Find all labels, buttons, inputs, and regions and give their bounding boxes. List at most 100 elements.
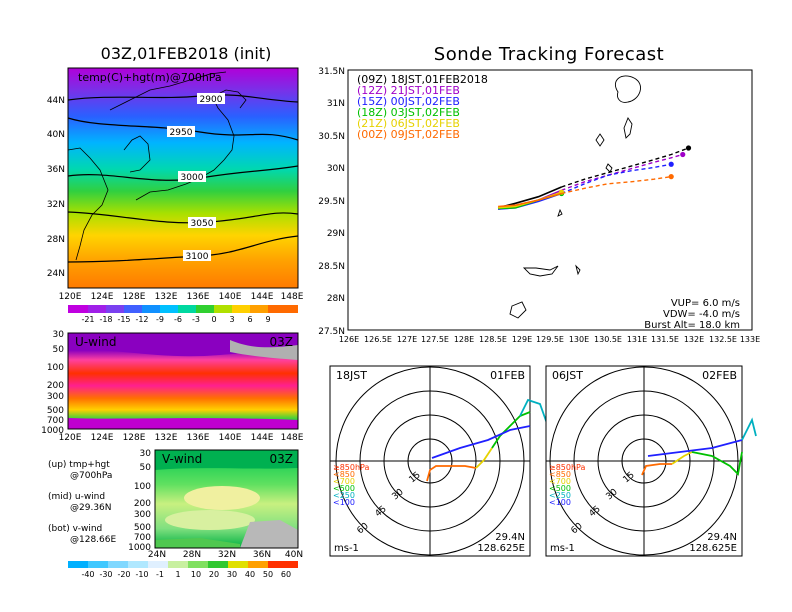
lon-tick: 127.5E: [421, 335, 449, 344]
track-series: [497, 145, 692, 210]
vdw-text: VDW= -4.0 m/s: [663, 309, 740, 320]
lon-tick: 126.5E: [364, 335, 392, 344]
note-line: @29.36N: [70, 503, 112, 513]
lat-tick: 29N: [327, 229, 345, 239]
lon-tick: 127E: [397, 335, 417, 344]
hodo-unit: ms-1: [550, 543, 575, 554]
colorbar-tick: -12: [135, 315, 148, 324]
colorbar-tick: -3: [192, 315, 200, 324]
temp-colorbar-labels: -21 -18 -15 -12 -9 -6 -3 0 3 6 9: [81, 315, 270, 324]
colorbar-tick: -40: [81, 570, 94, 579]
lat-tick: 30N: [327, 164, 345, 174]
lat-tick: 30.5N: [318, 132, 345, 142]
colorbar-tick: 9: [265, 315, 270, 324]
lat-tick: 32N: [47, 200, 65, 210]
hodo-time: 06JST: [552, 369, 583, 382]
contour-label: 3000: [181, 173, 204, 183]
lon-tick: 120E: [59, 292, 82, 302]
lon-tick: 129E: [512, 335, 532, 344]
track-plot: [347, 69, 753, 331]
uwind-panel: [67, 332, 299, 430]
hodo-lon: 128.625E: [477, 543, 525, 554]
lon-tick: 140E: [219, 433, 242, 443]
track-params: VUP= 6.0 m/s VDW= -4.0 m/s Burst Alt= 18…: [644, 298, 740, 331]
contour-label: 3100: [186, 252, 209, 262]
vwind-lat-ticks: 24N 28N 32N 36N 40N: [148, 550, 303, 560]
hodo-level-label: <250: [333, 491, 355, 500]
panel-notes: (up) tmp+hgt @700hPa (mid) u-wind @29.36…: [48, 460, 116, 545]
p-tick: 300: [134, 510, 151, 520]
track-endpoint: [668, 174, 674, 180]
p-tick: 100: [134, 482, 151, 492]
hodo-level-label: <250: [549, 491, 571, 500]
lon-tick: 148E: [281, 433, 304, 443]
p-tick: 1000: [128, 543, 151, 553]
track-line-forecast: [561, 147, 689, 188]
colorbar-tick: -6: [174, 315, 182, 324]
lat-tick: 40N: [47, 130, 65, 140]
p-tick: 700: [47, 416, 64, 426]
lat-tick: 31.5N: [318, 67, 345, 77]
uwind-p-ticks: 30 50 100 200 300 500 700 1000: [41, 330, 64, 436]
hodo-level-label: <500: [549, 484, 571, 493]
hodo-level-label: ≥850hPa: [333, 463, 370, 472]
p-tick: 300: [47, 392, 64, 402]
lat-tick: 24N: [47, 269, 65, 279]
lat-tick: 40N: [285, 550, 303, 560]
note-line: (mid) u-wind: [48, 492, 105, 502]
track-legend-entry: (15Z) 00JST,02FEB: [357, 95, 460, 108]
colorbar-tick: 6: [247, 315, 252, 324]
lat-tick: 28N: [327, 294, 345, 304]
track-endpoint: [680, 151, 686, 158]
colorbar-tick: 50: [263, 570, 273, 579]
note-line: (bot) v-wind: [48, 524, 102, 534]
lon-tick: 124E: [91, 292, 114, 302]
p-tick: 200: [47, 381, 64, 391]
track-legend-entry: (18Z) 03JST,02FEB: [357, 106, 460, 119]
hodograph-2: [545, 365, 757, 557]
lat-tick: 28N: [47, 235, 65, 245]
lon-tick: 131E: [627, 335, 647, 344]
track-line-forecast: [561, 175, 672, 195]
colorbar-tick: 40: [245, 570, 255, 579]
contour-label: 2950: [170, 128, 193, 138]
vwind-colorbar-labels: -40 -30 -20 -10 -1 1 10 20 30 40 50 60: [81, 570, 291, 579]
note-line: @700hPa: [70, 471, 112, 481]
vwind-panel: [154, 449, 299, 549]
hodograph-1: [329, 365, 551, 557]
vwind-p-ticks: 30 50 100 200 300 500 700 1000: [128, 449, 151, 553]
lon-tick: 132.5E: [709, 335, 737, 344]
note-line: (up) tmp+hgt: [48, 460, 110, 470]
burst-text: Burst Alt= 18.0 km: [644, 320, 740, 331]
track-legend-entry: (12Z) 21JST,01FEB: [357, 84, 460, 97]
p-tick: 500: [134, 523, 151, 533]
hodo-level-label: <850: [549, 470, 571, 479]
lat-tick: 36N: [253, 550, 271, 560]
colorbar-tick: -10: [135, 570, 148, 579]
hodo-unit: ms-1: [334, 543, 359, 554]
hodo-date: 02FEB: [702, 369, 737, 382]
colorbar-tick: 30: [227, 570, 237, 579]
lon-tick: 131.5E: [651, 335, 679, 344]
hodo-legend-2: ≥850hPa<850<700<500<250<100: [549, 463, 586, 507]
lat-tick: 44N: [47, 96, 65, 106]
colorbar-tick: 1: [175, 570, 180, 579]
lon-tick: 128.5E: [479, 335, 507, 344]
lon-tick: 130E: [569, 335, 589, 344]
p-tick: 200: [134, 499, 151, 509]
p-tick: 500: [47, 406, 64, 416]
hodo-level-label: <700: [549, 477, 571, 486]
colorbar-tick: -15: [117, 315, 130, 324]
lon-tick: 133E: [740, 335, 760, 344]
left-title: 03Z,01FEB2018 (init): [100, 44, 272, 63]
lon-tick: 132E: [155, 292, 178, 302]
hodo-lat: 29.4N: [495, 532, 525, 543]
uwind-time: 03Z: [270, 335, 294, 349]
colorbar-tick: -20: [117, 570, 130, 579]
track-line: [498, 192, 562, 208]
lon-tick: 120E: [59, 433, 82, 443]
lat-tick: 29.5N: [318, 197, 345, 207]
colorbar-tick: 3: [229, 315, 234, 324]
right-title: Sonde Tracking Forecast: [433, 44, 665, 65]
